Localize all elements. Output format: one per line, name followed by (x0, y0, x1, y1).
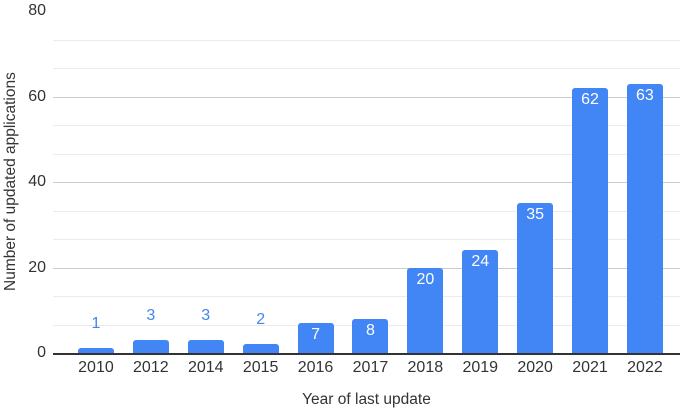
bar-value-label: 3 (201, 307, 211, 325)
gridline-minor (53, 210, 680, 212)
bar-value-label: 35 (526, 206, 545, 224)
bar-value-label: 2 (256, 311, 266, 329)
x-tick-label-2010: 2010 (78, 359, 114, 376)
bar-value-label: 62 (581, 90, 599, 108)
gridline-major (53, 267, 680, 269)
bar-value-label: 20 (416, 270, 435, 288)
bar-2010 (77, 348, 114, 353)
bar-2019 (462, 250, 499, 353)
x-tick-label-2020: 2020 (517, 359, 553, 376)
y-tick-label: 0 (37, 344, 46, 361)
bar-2022 (626, 83, 663, 353)
gridline-minor (53, 239, 680, 240)
bar-2020 (517, 203, 554, 353)
x-tick-label-2012: 2012 (133, 359, 169, 376)
bar-2014 (187, 340, 224, 353)
bar-value-label: 1 (91, 315, 101, 332)
bar-value-label: 63 (636, 86, 654, 104)
bar-2017 (352, 318, 389, 353)
x-tick-label-2017: 2017 (352, 359, 389, 376)
x-tick-label-2021: 2021 (572, 359, 608, 376)
x-tick-label-2019: 2019 (462, 359, 499, 376)
gridline-minor (53, 153, 680, 155)
gridline-major (53, 96, 680, 98)
x-axis-title: Year of last update (302, 391, 431, 408)
gridline-minor (53, 296, 680, 297)
x-tick-label-2018: 2018 (407, 359, 444, 376)
y-tick-label: 40 (28, 173, 46, 190)
x-tick-label-2015: 2015 (242, 359, 279, 376)
gridline-minor (53, 68, 680, 69)
bar-value-label: 24 (471, 253, 490, 271)
bar-2021 (572, 87, 609, 353)
bar-2018 (407, 267, 444, 353)
bar-value-label: 8 (365, 321, 375, 339)
y-tick-label: 60 (28, 87, 46, 105)
bar-2015 (242, 344, 279, 353)
gridline-major (53, 182, 680, 183)
gridline-minor (53, 125, 680, 126)
x-tick-label-2014: 2014 (187, 359, 224, 376)
plot-area: 1 3 3 2 7 8 20 24 35 62 63 (53, 11, 680, 355)
bar-2016 (297, 323, 334, 353)
bar-2012 (132, 340, 169, 353)
y-tick-label: 80 (28, 2, 46, 19)
y-tick-label: 20 (28, 258, 46, 276)
x-tick-label-2022: 2022 (627, 359, 663, 376)
x-tick-label-2016: 2016 (297, 359, 334, 376)
gridline-minor (53, 39, 680, 41)
bar-value-label: 7 (311, 326, 320, 344)
bar-value-label: 3 (146, 307, 156, 325)
